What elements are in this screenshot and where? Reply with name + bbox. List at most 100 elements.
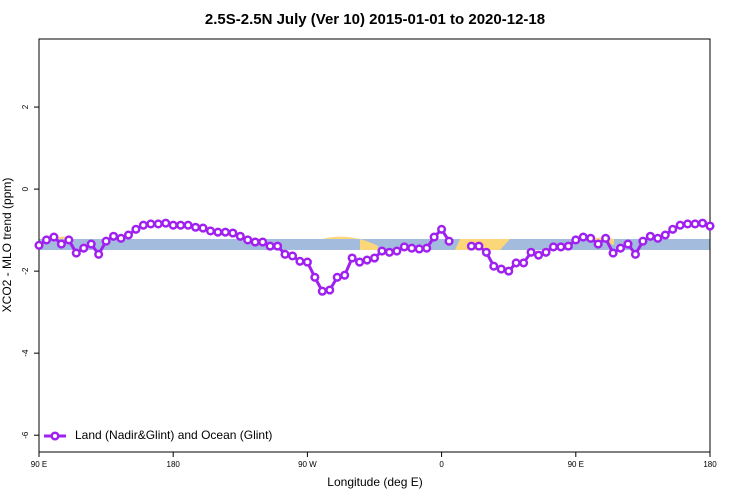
- data-point: [586, 233, 596, 243]
- data-point: [645, 231, 655, 241]
- chart-title: 2.5S-2.5N July (Ver 10) 2015-01-01 to 20…: [205, 11, 545, 28]
- data-point: [109, 231, 119, 241]
- data-point: [399, 242, 409, 252]
- data-point: [697, 218, 708, 228]
- data-point: [220, 227, 230, 237]
- data-point: [519, 258, 529, 268]
- data-point: [347, 253, 357, 263]
- data-point: [504, 266, 514, 276]
- y-tick-label: -2: [21, 267, 30, 275]
- data-point: [533, 250, 544, 260]
- data-point: [168, 220, 178, 230]
- data-point: [437, 224, 447, 234]
- x-tick-label: 0: [439, 460, 444, 469]
- y-tick-label: 0: [21, 186, 30, 191]
- data-point: [71, 248, 81, 258]
- data-point: [280, 249, 290, 259]
- data-point: [116, 233, 126, 243]
- data-point: [41, 235, 52, 245]
- data-point: [332, 272, 342, 282]
- data-point: [615, 243, 626, 253]
- data-point: [198, 223, 208, 233]
- data-point: [176, 220, 186, 230]
- data-point: [384, 247, 394, 257]
- data-point: [287, 251, 298, 261]
- data-point: [94, 249, 104, 259]
- data-point: [548, 242, 558, 252]
- data-point: [466, 241, 476, 251]
- data-point: [317, 286, 327, 296]
- data-point: [414, 244, 424, 254]
- data-point: [668, 224, 678, 234]
- data-point: [101, 236, 111, 246]
- data-point: [690, 219, 700, 229]
- data-point: [422, 243, 432, 253]
- data-point: [481, 247, 491, 257]
- data-point: [578, 232, 588, 242]
- x-tick-label: 90 E: [568, 460, 584, 469]
- data-point: [235, 231, 245, 241]
- data-point: [601, 233, 611, 243]
- data-point: [243, 235, 253, 245]
- x-axis-label: Longitude (deg E): [327, 475, 422, 489]
- data-point: [377, 246, 387, 256]
- y-axis-label: XCO2 - MLO trend (ppm): [0, 178, 14, 313]
- data-point: [526, 247, 536, 257]
- data-point: [571, 235, 581, 245]
- data-point: [355, 257, 365, 267]
- x-tick-label: 90 W: [298, 460, 317, 469]
- data-point: [86, 239, 96, 249]
- data-point: [407, 243, 417, 253]
- legend-marker: [50, 431, 60, 441]
- data-point: [205, 226, 216, 236]
- data-point: [444, 236, 454, 246]
- data-point: [146, 219, 156, 229]
- data-point: [273, 241, 283, 251]
- data-point: [705, 221, 715, 231]
- data-point: [675, 220, 685, 230]
- data-point: [295, 256, 305, 266]
- data-point: [64, 235, 74, 245]
- data-point: [541, 247, 551, 257]
- data-point: [161, 218, 171, 228]
- data-point: [265, 241, 275, 251]
- data-point: [213, 227, 223, 237]
- data-point: [489, 261, 499, 271]
- data-point: [392, 246, 402, 256]
- data-point: [340, 270, 350, 280]
- x-tick-label: 180: [703, 460, 717, 469]
- data-point: [258, 237, 268, 247]
- data-point: [250, 237, 260, 247]
- data-point: [138, 220, 148, 230]
- data-point: [79, 243, 89, 253]
- data-point: [608, 248, 618, 258]
- data-point: [496, 264, 506, 274]
- data-point: [153, 219, 163, 229]
- data-point: [310, 272, 320, 282]
- data-point: [630, 249, 640, 259]
- y-tick-label: 2: [21, 104, 30, 109]
- data-point: [429, 232, 439, 242]
- data-point: [362, 255, 372, 265]
- data-point: [325, 285, 335, 295]
- x-tick-label: 180: [167, 460, 181, 469]
- land-band: [322, 236, 378, 250]
- data-point: [302, 257, 312, 267]
- data-point: [638, 236, 648, 246]
- data-point: [511, 258, 521, 268]
- data-point: [183, 220, 193, 230]
- data-point: [593, 239, 603, 249]
- y-tick-label: -6: [21, 431, 30, 439]
- data-point: [653, 233, 663, 243]
- data-point: [660, 230, 670, 240]
- data-point: [563, 241, 573, 251]
- x-tick-label: 90 E: [31, 460, 47, 469]
- data-point: [623, 239, 633, 249]
- data-point: [228, 228, 238, 238]
- data-point: [683, 219, 693, 229]
- data-point: [556, 242, 566, 252]
- data-point: [191, 222, 201, 232]
- data-point: [123, 230, 134, 240]
- data-point: [131, 224, 141, 234]
